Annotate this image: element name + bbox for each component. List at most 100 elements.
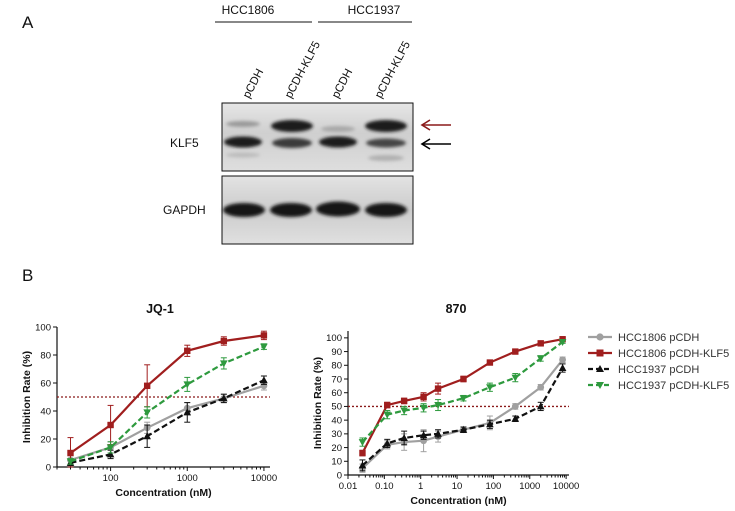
x-tick-label: 100	[103, 473, 119, 484]
chart-870: 870 0 10 20 30 40 50 60 70 80 90 100 0.01 0.10 1 10 100 1…	[312, 302, 579, 507]
data-point	[220, 394, 228, 402]
data-point	[260, 343, 268, 351]
data-point	[220, 360, 228, 368]
y-axis-label: Inhibition Rate (%)	[21, 351, 33, 443]
series-hcc1937-klf5	[66, 343, 268, 466]
y-tick-label: 40	[40, 406, 51, 417]
y-tick-label: 0	[46, 462, 51, 473]
series-line	[361, 341, 564, 443]
x-tick-label: 0.01	[339, 481, 358, 492]
y-tick-label: 70	[331, 374, 342, 385]
x-tick-label: 10	[452, 481, 463, 492]
data-point	[434, 385, 442, 392]
data-point	[537, 383, 545, 391]
data-point	[260, 332, 268, 339]
chart-title: 870	[446, 302, 467, 316]
data-point	[400, 407, 408, 415]
series-line	[69, 334, 265, 454]
data-point	[434, 429, 442, 437]
data-point	[66, 458, 75, 466]
x-tick-label: 10000	[553, 481, 579, 492]
chart-jq1: JQ-1 0 20 40 60 80 100 100 1000 10000 Concentratio…	[21, 302, 277, 499]
data-point	[486, 384, 494, 392]
klf5-label: KLF5	[170, 136, 199, 150]
legend-item-hcc1806-pcdh: HCC1806 pCDH	[588, 332, 699, 344]
lane-label-4: pCDH-KLF5	[373, 39, 413, 100]
series-hcc1806-klf5	[67, 330, 268, 468]
series-hcc1937-pcdh	[358, 363, 567, 472]
legend-label-4: HCC1937 pCDH-KLF5	[618, 380, 729, 392]
y-tick-label: 60	[331, 388, 342, 399]
y-tick-label: 60	[40, 378, 51, 389]
legend-label-1: HCC1806 pCDH	[618, 332, 699, 344]
data-point	[486, 359, 494, 366]
data-point	[558, 338, 567, 346]
data-point	[143, 382, 151, 389]
y-tick-label: 90	[331, 347, 342, 358]
y-tick-label: 40	[331, 415, 342, 426]
legend-item-hcc1937-klf5: HCC1937 pCDH-KLF5	[588, 380, 729, 392]
data-point	[143, 409, 151, 417]
data-point	[558, 364, 567, 372]
data-point	[486, 420, 494, 428]
series-hcc1806-klf5	[359, 336, 566, 457]
lane-label-2: pCDH-KLF5	[283, 39, 323, 100]
series-line	[361, 367, 564, 467]
legend: HCC1806 pCDH HCC1806 pCDH-KLF5 HCC1937 p…	[588, 332, 729, 392]
gapdh-label: GAPDH	[163, 203, 206, 217]
data-point	[184, 347, 191, 354]
data-point	[459, 425, 468, 433]
y-tick-label: 30	[331, 429, 342, 440]
legend-item-hcc1806-klf5: HCC1806 pCDH-KLF5	[588, 348, 729, 360]
y-tick-label: 20	[40, 434, 51, 445]
y-tick-label: 50	[331, 402, 342, 413]
x-tick-label: 0.10	[375, 481, 394, 492]
y-tick-label: 0	[337, 470, 342, 481]
data-point	[220, 337, 228, 345]
legend-label-3: HCC1937 pCDH	[618, 364, 699, 376]
series-line	[70, 379, 265, 464]
klf5-endogenous-arrow-icon	[420, 138, 451, 150]
data-point	[459, 395, 468, 403]
data-point	[260, 376, 268, 384]
chart-title: JQ-1	[146, 302, 174, 316]
x-tick-label: 1000	[177, 473, 198, 484]
group-label-hcc1806: HCC1806	[222, 3, 275, 17]
data-point	[400, 397, 408, 405]
data-point	[107, 421, 114, 429]
data-point	[383, 439, 392, 447]
data-point	[358, 461, 367, 469]
x-tick-label: 10000	[251, 473, 277, 484]
panel-a-letter: A	[22, 13, 34, 32]
data-point	[143, 432, 151, 440]
y-tick-label: 80	[40, 350, 51, 361]
panel-b-letter: B	[22, 266, 33, 285]
y-tick-label: 80	[331, 361, 342, 372]
data-point	[358, 439, 367, 447]
data-point	[536, 355, 545, 363]
series-line	[361, 359, 564, 469]
legend-label-2: HCC1806 pCDH-KLF5	[618, 348, 729, 360]
lane-label-1: pCDH	[241, 67, 266, 100]
data-point	[67, 449, 74, 457]
data-point	[420, 393, 427, 401]
data-point	[106, 450, 115, 458]
lane-label-3: pCDH	[330, 67, 355, 100]
legend-item-hcc1937-pcdh: HCC1937 pCDH	[588, 364, 699, 376]
data-point	[537, 340, 544, 347]
data-point	[511, 403, 519, 410]
data-point	[419, 431, 428, 439]
series-line	[70, 345, 265, 463]
y-tick-label: 100	[35, 322, 51, 333]
data-point	[384, 401, 391, 409]
data-point	[359, 449, 366, 457]
group-label-hcc1937: HCC1937	[348, 3, 401, 17]
data-point	[511, 374, 520, 382]
y-tick-label: 100	[326, 333, 342, 344]
y-tick-label: 20	[331, 443, 342, 454]
data-point	[183, 381, 192, 389]
x-tick-label: 100	[485, 481, 501, 492]
y-axis-label: Inhibition Rate (%)	[312, 357, 324, 449]
x-tick-label: 1	[418, 481, 423, 492]
